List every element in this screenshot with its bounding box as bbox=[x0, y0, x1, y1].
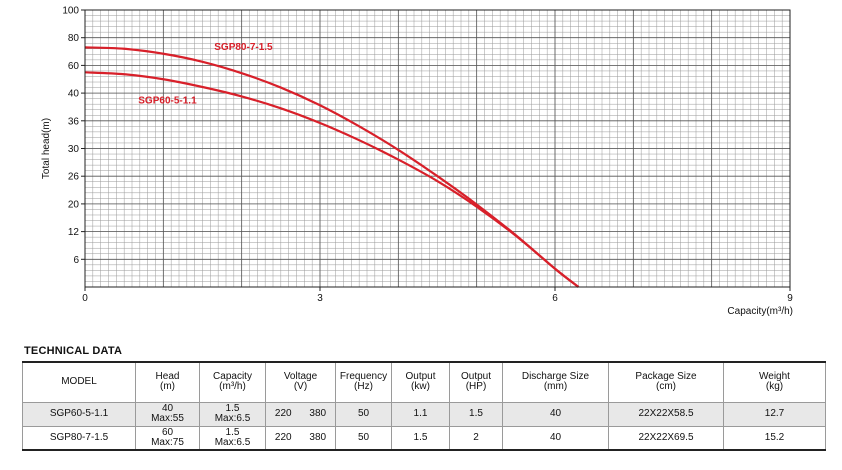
x-axis-title: Capacity(m³/h) bbox=[727, 306, 793, 317]
x-axis-ticks: 0 3 6 9 bbox=[82, 287, 793, 304]
cell-output-kw: 1.5 bbox=[391, 425, 450, 451]
y-axis-ticks: 6 12 20 26 30 36 40 60 80 100 bbox=[62, 6, 85, 266]
header-package-label: Package Size bbox=[635, 371, 697, 383]
series-layer bbox=[84, 46, 580, 288]
x-tick-label: 6 bbox=[552, 293, 558, 304]
technical-data-title: TECHNICAL DATA bbox=[24, 345, 123, 357]
header-package: Package Size (cm) bbox=[608, 361, 724, 403]
header-output-kw-unit: (kw) bbox=[411, 381, 430, 393]
header-voltage-label: Voltage bbox=[283, 371, 318, 383]
cell-capacity: 1.5 Max:6.5 bbox=[199, 401, 266, 427]
cell-package: 22X22X69.5 bbox=[608, 425, 724, 451]
table-row: SGP60-5-1.1 40 Max:55 1.5 Max:6.5 220 38… bbox=[22, 401, 826, 427]
cell-head-max: Max:75 bbox=[151, 436, 184, 448]
y-tick-label: 80 bbox=[68, 33, 80, 44]
header-weight: Weight (kg) bbox=[723, 361, 826, 403]
y-tick-label: 30 bbox=[68, 144, 80, 155]
cell-weight: 12.7 bbox=[723, 401, 826, 427]
header-capacity: Capacity (m³/h) bbox=[199, 361, 266, 403]
header-capacity-label: Capacity bbox=[213, 371, 252, 383]
cell-voltage: 220 380 bbox=[265, 401, 336, 427]
y-tick-label: 36 bbox=[68, 116, 80, 127]
cell-weight: 15.2 bbox=[723, 425, 826, 451]
header-voltage: Voltage (V) bbox=[265, 361, 336, 403]
cell-discharge: 40 bbox=[502, 425, 609, 451]
cell-discharge: 40 bbox=[502, 401, 609, 427]
cell-head: 40 Max:55 bbox=[135, 401, 200, 427]
cell-model: SGP60-5-1.1 bbox=[22, 401, 136, 427]
header-output-hp: Output (HP) bbox=[449, 361, 503, 403]
y-tick-label: 6 bbox=[73, 255, 79, 266]
y-tick-label: 100 bbox=[62, 6, 79, 17]
cell-capacity-rated: 1.5 bbox=[225, 403, 240, 414]
header-output-hp-label: Output bbox=[460, 371, 492, 383]
header-discharge-unit: (mm) bbox=[543, 381, 568, 393]
series-label-sgp80: SGP80-7-1.5 bbox=[214, 42, 273, 53]
header-package-unit: (cm) bbox=[656, 381, 676, 393]
header-capacity-unit: (m³/h) bbox=[219, 381, 246, 393]
header-head-unit: (m) bbox=[160, 381, 175, 393]
cell-voltage-220: 220 bbox=[274, 431, 292, 443]
header-discharge: Discharge Size (mm) bbox=[502, 361, 609, 403]
series-label-sgp60: SGP60-5-1.1 bbox=[138, 96, 197, 107]
cell-output-kw: 1.1 bbox=[391, 401, 450, 427]
cell-output-hp: 2 bbox=[449, 425, 503, 451]
header-frequency: Frequency (Hz) bbox=[335, 361, 392, 403]
header-voltage-unit: (V) bbox=[293, 381, 308, 393]
cell-model: SGP80-7-1.5 bbox=[22, 425, 136, 451]
header-weight-unit: (kg) bbox=[765, 381, 784, 393]
x-tick-label: 0 bbox=[82, 293, 88, 304]
y-tick-label: 20 bbox=[68, 199, 80, 210]
header-frequency-unit: (Hz) bbox=[354, 381, 373, 393]
header-output-kw: Output (kw) bbox=[391, 361, 450, 403]
cell-voltage: 220 380 bbox=[265, 425, 336, 451]
cell-package: 22X22X58.5 bbox=[608, 401, 724, 427]
header-output-kw-label: Output bbox=[405, 371, 436, 383]
y-tick-label: 26 bbox=[68, 172, 80, 183]
cell-capacity-max: Max:6.5 bbox=[214, 436, 251, 448]
header-frequency-label: Frequency bbox=[339, 371, 388, 383]
technical-data-table: MODEL Head (m) Capacity (m³/h) Voltage (… bbox=[22, 361, 826, 451]
series-line-sgp80 bbox=[84, 46, 580, 288]
cell-capacity-rated: 1.5 bbox=[225, 426, 240, 438]
cell-output-hp: 1.5 bbox=[449, 401, 503, 427]
x-tick-label: 3 bbox=[317, 293, 323, 304]
header-model: MODEL bbox=[22, 361, 136, 403]
table-header-row: MODEL Head (m) Capacity (m³/h) Voltage (… bbox=[22, 361, 826, 403]
table-row: SGP80-7-1.5 60 Max:75 1.5 Max:6.5 220 38… bbox=[22, 425, 826, 451]
plot-frame bbox=[84, 9, 791, 288]
cell-head-rated: 60 bbox=[161, 426, 174, 438]
y-tick-label: 60 bbox=[68, 61, 80, 72]
cell-capacity: 1.5 Max:6.5 bbox=[199, 425, 266, 451]
cell-frequency: 50 bbox=[335, 425, 392, 451]
y-tick-label: 12 bbox=[68, 227, 80, 238]
cell-capacity-max: Max:6.5 bbox=[214, 413, 251, 424]
header-head-label: Head bbox=[155, 371, 180, 383]
y-axis-title: Total head(m) bbox=[41, 118, 52, 179]
cell-voltage-380: 380 bbox=[309, 431, 327, 443]
header-weight-label: Weight bbox=[759, 371, 790, 383]
cell-voltage-380: 380 bbox=[309, 408, 327, 419]
cell-voltage-220: 220 bbox=[274, 408, 292, 419]
header-head: Head (m) bbox=[135, 361, 200, 403]
cell-frequency: 50 bbox=[335, 401, 392, 427]
header-output-hp-unit: (HP) bbox=[465, 381, 487, 393]
grid-major bbox=[85, 10, 790, 287]
y-tick-label: 40 bbox=[68, 89, 80, 100]
cell-head-max: Max:55 bbox=[151, 413, 184, 424]
header-discharge-label: Discharge Size bbox=[521, 371, 590, 383]
cell-head: 60 Max:75 bbox=[135, 425, 200, 451]
x-tick-label: 9 bbox=[787, 293, 793, 304]
cell-head-rated: 40 bbox=[161, 403, 174, 414]
series-line-sgp60 bbox=[84, 71, 580, 288]
